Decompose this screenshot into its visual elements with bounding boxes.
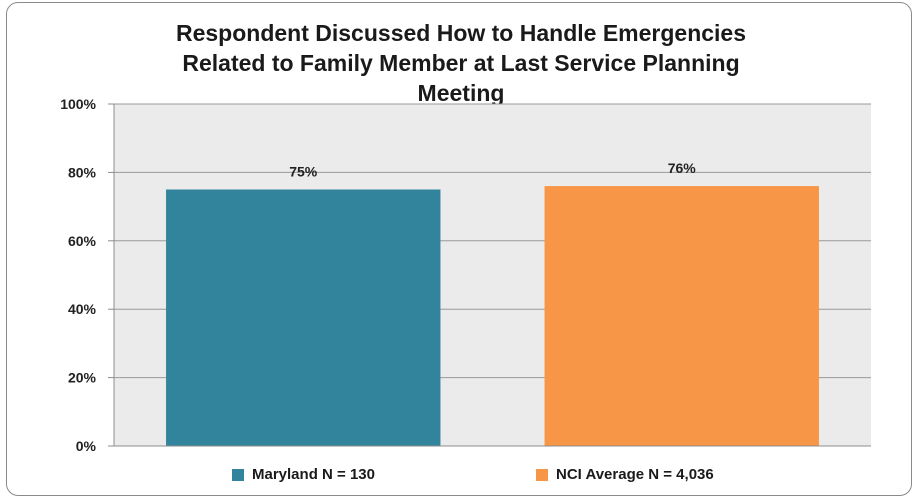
chart-title-line-3: Meeting [417,80,505,106]
y-tick-label: 80% [68,164,97,180]
data-label: 76% [668,160,697,176]
y-tick-label: 40% [68,301,97,317]
bars [166,186,819,446]
legend-swatch-nci-average [536,468,548,481]
chart-title-line-1: Respondent Discussed How to Handle Emerg… [175,20,747,46]
y-axis-ticks: 0% 20% 40% 60% 80% 100% [60,96,114,454]
data-label: 75% [289,164,318,180]
bar-nci-average [544,186,819,446]
legend-item-nci-average: NCI Average N = 4,036 [536,466,714,483]
y-tick-label: 60% [68,233,97,249]
y-tick-label: 0% [76,438,97,454]
chart-title-line-2: Related to Family Member at Last Service… [182,50,740,76]
legend-swatch-maryland [232,468,244,481]
chart-title: Respondent Discussed How to Handle Emerg… [90,18,832,108]
y-tick-label: 20% [68,370,97,386]
legend-label-maryland: Maryland N = 130 [252,466,375,483]
y-tick-label: 100% [60,96,96,112]
bar-maryland [166,189,441,446]
legend: Maryland N = 130 NCI Average N = 4,036 [0,466,922,490]
legend-label-nci-average: NCI Average N = 4,036 [556,466,714,483]
data-labels: 75% 76% [289,160,696,179]
legend-item-maryland: Maryland N = 130 [232,466,375,483]
